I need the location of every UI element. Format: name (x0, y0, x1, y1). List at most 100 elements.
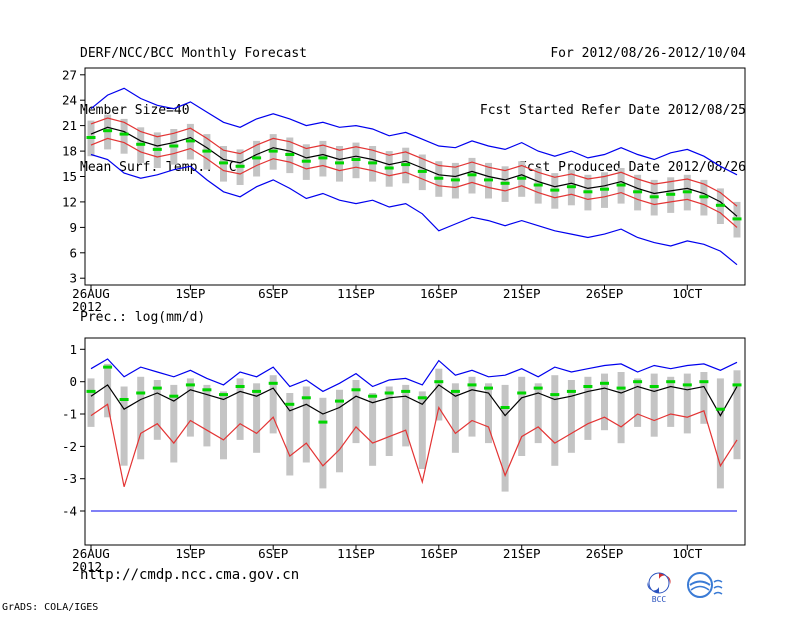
median-dash (616, 386, 626, 390)
x-tick-label: 6SEP (258, 546, 288, 561)
median-dash (103, 129, 113, 133)
y-tick-label: 9 (69, 220, 77, 235)
median-dash (169, 394, 179, 398)
median-dash (318, 420, 328, 424)
spread-bar (104, 363, 112, 418)
cma-logo-swoosh-top (689, 580, 711, 586)
y-tick-label: 12 (62, 194, 77, 209)
y-tick-label: -3 (62, 471, 77, 486)
median-dash (500, 181, 510, 185)
upper-bound-line (90, 117, 738, 207)
median-dash (368, 161, 378, 165)
median-dash (86, 136, 96, 139)
spread-bar (319, 397, 327, 489)
median-dash (715, 407, 725, 411)
median-dash (550, 393, 560, 397)
median-dash (384, 391, 394, 395)
x-tick-label: 21SEP (503, 286, 541, 301)
bcc-logo: BCC (647, 572, 671, 604)
median-dash (252, 389, 262, 393)
median-dash (517, 176, 527, 180)
median-dash (434, 380, 444, 384)
median-dash (268, 381, 278, 385)
y-tick-label: -2 (62, 439, 77, 454)
median-dash (202, 388, 212, 392)
ensemble-mean-line (90, 384, 738, 417)
spread-bar (87, 378, 95, 427)
y-tick-label: 18 (62, 144, 77, 159)
y-tick-label: 0 (69, 374, 77, 389)
median-dash (318, 156, 328, 160)
median-dash (600, 187, 609, 191)
spread-bar (468, 376, 476, 437)
median-dash (86, 389, 96, 393)
median-dash (136, 391, 146, 395)
spread-bar (352, 380, 360, 444)
median-dash (384, 166, 394, 170)
y-tick-label: 6 (69, 245, 77, 260)
logos: BCC (642, 570, 730, 604)
median-dash (666, 380, 676, 384)
y-tick-label: -4 (62, 504, 77, 519)
median-dash (450, 389, 460, 393)
x-tick-label: 26SEP (586, 286, 624, 301)
median-dash (417, 169, 427, 173)
precip-chart-label: Prec.: log(mm/d) (80, 310, 206, 325)
spread-bar (700, 372, 708, 424)
median-dash (235, 164, 245, 168)
median-dash (600, 381, 609, 385)
median-dash (566, 185, 576, 189)
median-dash (500, 406, 510, 409)
spread-bar (584, 376, 592, 440)
median-dash (699, 195, 709, 199)
ensemble-mean-line (90, 126, 738, 217)
spread-bar (667, 376, 675, 427)
y-tick-label: 21 (62, 118, 77, 133)
y-tick-label: 15 (62, 169, 77, 184)
median-dash (682, 383, 692, 387)
bcc-logo-blue-swirl (647, 582, 659, 593)
median-dash (185, 139, 195, 143)
spread-bar (137, 376, 145, 460)
spread-bar (601, 373, 608, 431)
median-dash (732, 217, 742, 221)
spread-bar (418, 391, 426, 469)
spread-bar (203, 384, 211, 447)
median-dash (699, 380, 709, 384)
lower-bound-line (90, 403, 738, 487)
spread-bar (170, 384, 178, 463)
median-dash (401, 389, 411, 393)
spread-bar (716, 378, 724, 489)
median-markers (86, 129, 742, 221)
cma-logo-swoosh-bottom (690, 585, 710, 591)
x-tick-label: 1OCT (672, 286, 703, 301)
spread-bar (451, 383, 459, 453)
spread-bar (153, 380, 161, 440)
median-dash (484, 386, 493, 390)
ensemble-max-line (90, 358, 738, 393)
spread-bar (286, 393, 294, 476)
cma-ncc-logo (687, 572, 723, 598)
median-dash (202, 149, 212, 153)
spread-bar (385, 386, 393, 456)
spread-bar (302, 386, 310, 463)
x-tick-label: 1SEP (175, 546, 205, 561)
cma-logo-ring (687, 572, 713, 598)
spread-bar (336, 389, 343, 473)
spread-bar (567, 380, 575, 453)
median-dash (616, 183, 626, 187)
median-dash (484, 178, 493, 182)
median-dash (583, 190, 593, 194)
spread-bar (501, 384, 509, 492)
median-dash (434, 176, 444, 180)
median-markers (86, 365, 742, 424)
median-dash (649, 385, 659, 388)
median-dash (335, 399, 344, 403)
page-title: DERF/NCC/BCC Monthly Forecast (80, 46, 307, 61)
x-tick-label: 1OCT (672, 546, 703, 561)
median-dash (401, 163, 411, 167)
forecast-range-label: For 2012/08/26-2012/10/04 (550, 46, 746, 61)
